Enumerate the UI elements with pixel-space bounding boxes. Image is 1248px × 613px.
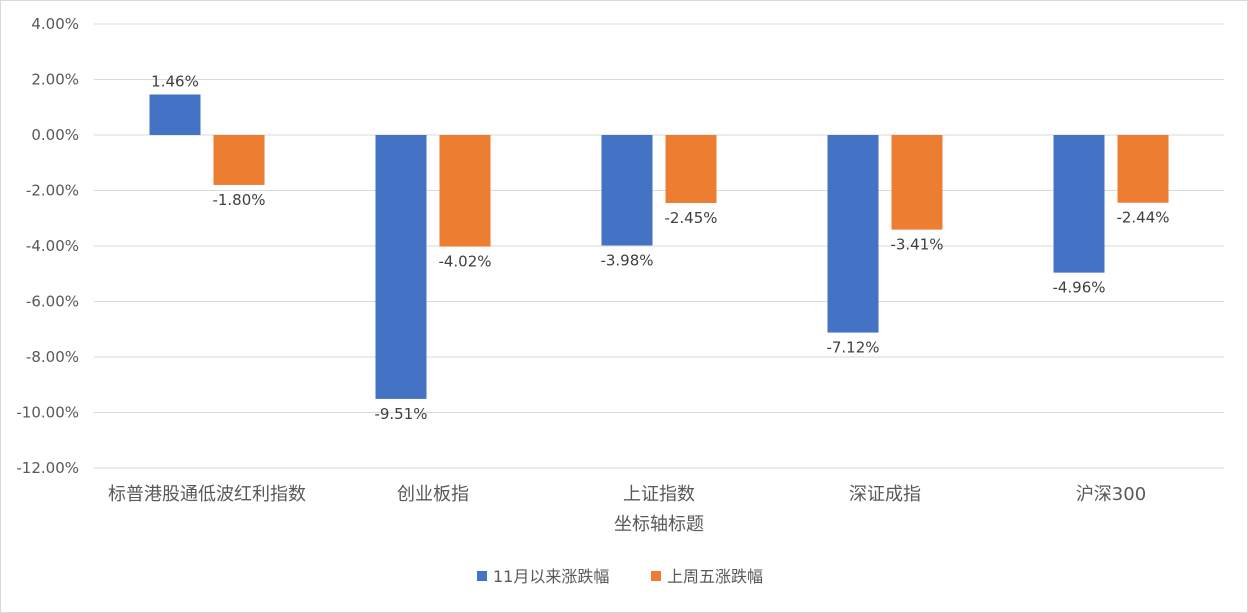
y-tick-label: 0.00% <box>31 126 79 144</box>
data-label: -4.02% <box>438 253 491 271</box>
bar-series2 <box>1117 135 1169 203</box>
y-tick-label: -12.00% <box>16 459 79 477</box>
legend-label: 11月以来涨跌幅 <box>493 567 609 586</box>
x-tick-label: 上证指数 <box>623 484 695 505</box>
legend-swatch <box>651 571 661 581</box>
bar-series2 <box>891 135 943 230</box>
bar-series1 <box>149 94 201 135</box>
bar-series2 <box>665 135 717 203</box>
data-label: -2.45% <box>664 209 717 227</box>
x-tick-label: 深证成指 <box>849 484 921 505</box>
y-tick-label: -10.00% <box>16 404 79 422</box>
legend: 11月以来涨跌幅 上周五涨跌幅 <box>477 567 763 586</box>
x-axis-title: 坐标轴标题 <box>614 514 704 535</box>
legend-swatch <box>477 571 487 581</box>
x-tick-label: 创业板指 <box>397 484 469 505</box>
data-label: -1.80% <box>212 191 265 209</box>
data-label: -7.12% <box>826 339 879 357</box>
y-tick-label: 4.00% <box>31 15 79 33</box>
x-tick-label: 沪深300 <box>1076 484 1146 505</box>
y-tick-label: -4.00% <box>26 237 79 255</box>
bar-series1 <box>375 135 427 399</box>
bar-series2 <box>213 135 265 185</box>
y-tick-label: 2.00% <box>31 71 79 89</box>
bar-series2 <box>439 135 491 247</box>
data-label: -4.96% <box>1052 279 1105 297</box>
data-label: -3.41% <box>890 236 943 254</box>
legend-label: 上周五涨跌幅 <box>667 567 763 586</box>
bar-series1 <box>601 135 653 246</box>
y-tick-label: -8.00% <box>26 348 79 366</box>
y-tick-label: -6.00% <box>26 293 79 311</box>
data-label: -9.51% <box>374 405 427 423</box>
data-label: -2.44% <box>1116 209 1169 227</box>
bar-series1 <box>1053 135 1105 273</box>
data-label: 1.46% <box>151 72 199 90</box>
x-tick-label: 标普港股通低波红利指数 <box>108 484 306 505</box>
y-tick-label: -2.00% <box>26 182 79 200</box>
bar-series1 <box>827 135 879 333</box>
data-label: -3.98% <box>600 251 653 269</box>
